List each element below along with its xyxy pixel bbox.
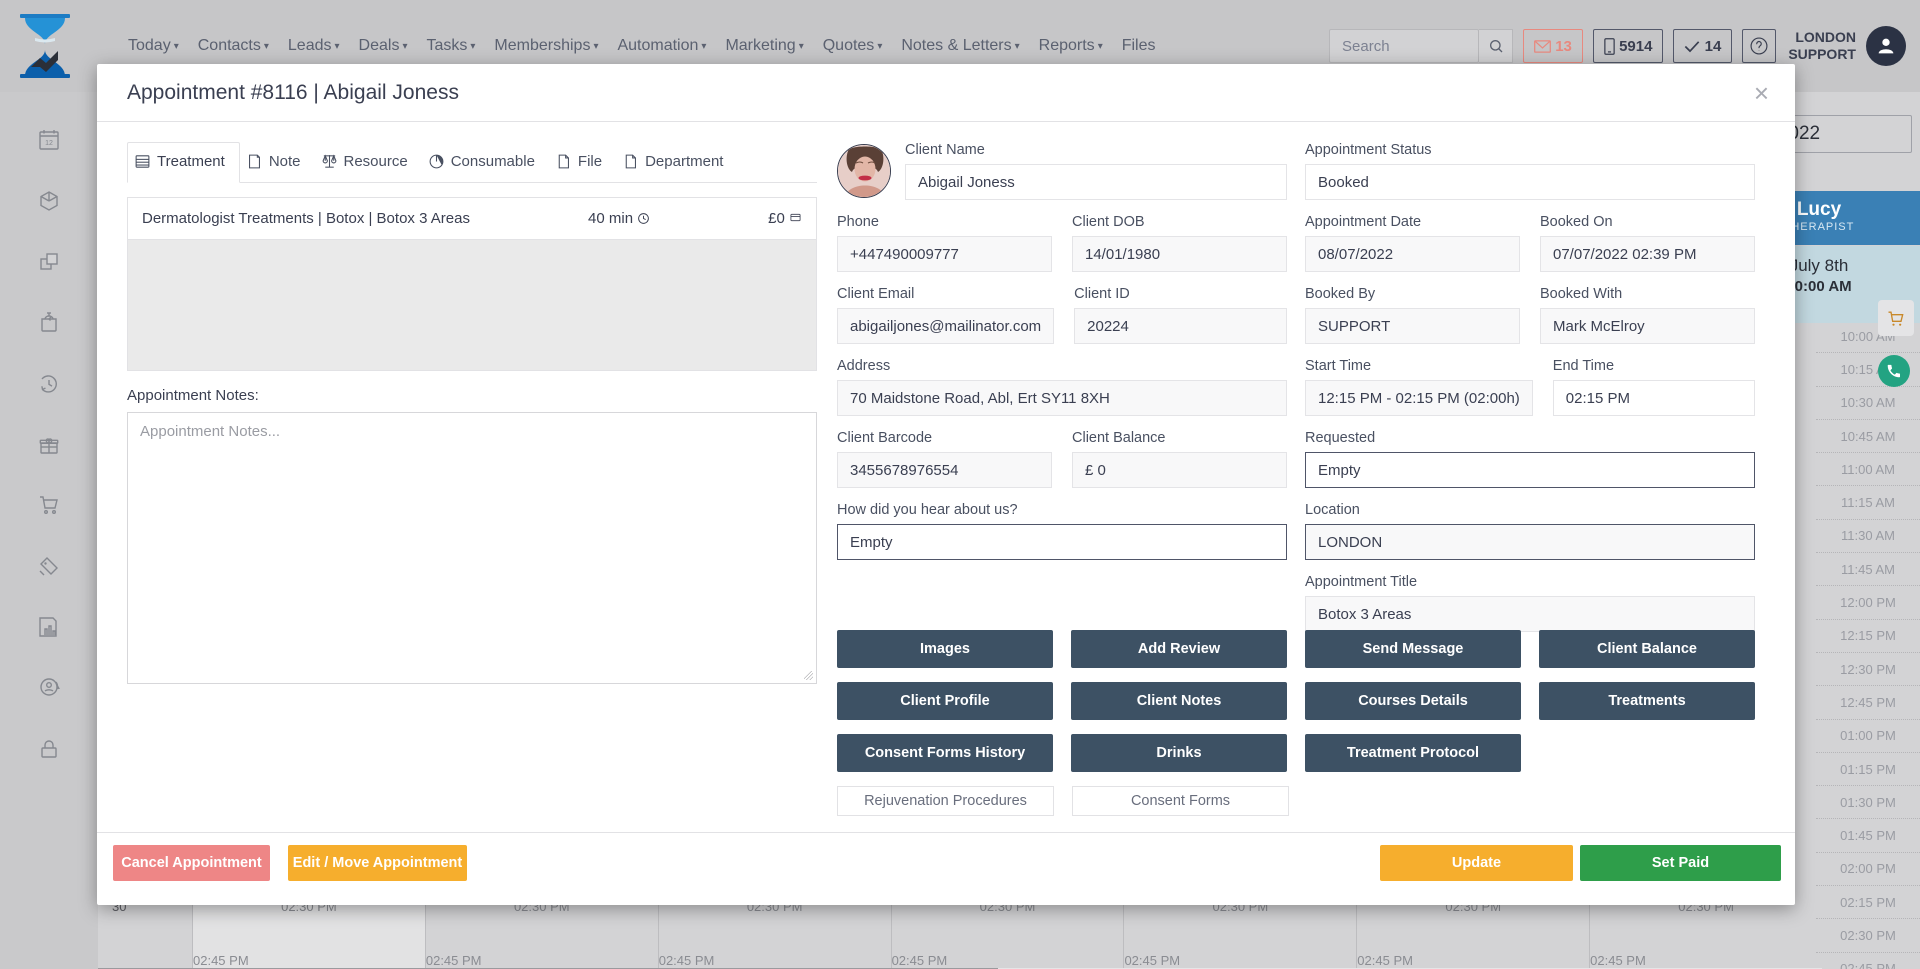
svg-text:12: 12 xyxy=(45,140,53,147)
